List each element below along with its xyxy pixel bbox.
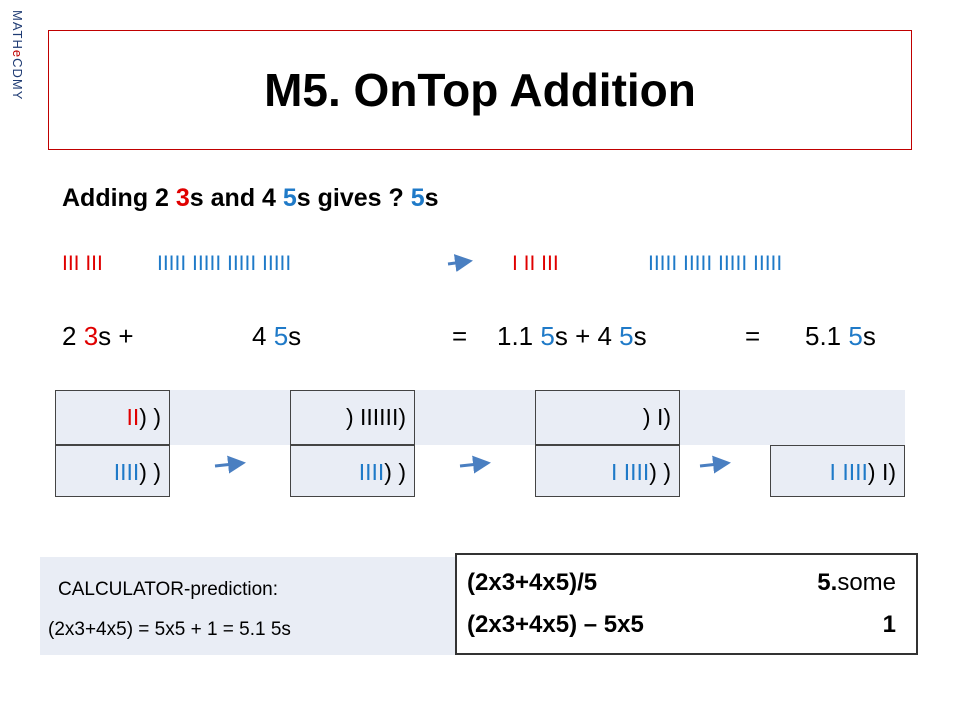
text-segment: I II III (512, 252, 559, 275)
text-segment: II (126, 404, 140, 430)
text-segment: I IIII (829, 459, 868, 485)
text-segment: s (633, 321, 647, 351)
equation-part: = (452, 321, 467, 352)
result-expr: (2x3+4x5)/5 (467, 569, 598, 596)
box-cell: I IIII) ) (535, 445, 680, 497)
arrow (459, 455, 491, 474)
tally: IIIII IIIII IIIII IIIII (648, 252, 782, 276)
text-segment: = (452, 321, 468, 351)
text-segment: s + 4 (554, 321, 620, 351)
box-cell: IIII) ) (290, 445, 415, 497)
result-value: 1 (883, 611, 896, 639)
box-cell: IIII) ) (55, 445, 170, 497)
equation-part: 5.1 5s (805, 321, 876, 352)
title: M5. OnTop Addition (48, 30, 912, 150)
calculator-line: (2x3+4x5) = 5x5 + 1 = 5.1 5s (48, 619, 291, 640)
text-segment: 4 (252, 321, 274, 351)
text-segment: MATH (10, 10, 25, 50)
text-segment: 5.1 (805, 321, 849, 351)
text-segment: ) ) (139, 404, 161, 430)
tally: IIIII IIIII IIIII IIIII (157, 252, 291, 276)
equation-part: 1.1 5s + 4 5s (497, 321, 647, 352)
text-segment: Adding 2 (62, 184, 176, 212)
text-segment: ) I) (867, 459, 896, 485)
brand: MATHeCDMY (10, 10, 25, 100)
tally: I II III (512, 252, 559, 276)
text-segment: IIIII IIIII IIIII IIIII (648, 252, 783, 275)
result-value: 5.some (817, 569, 896, 597)
text-segment: ) IIIIII) (345, 404, 406, 430)
text-segment: s gives ? (296, 184, 411, 212)
result-expr: (2x3+4x5) – 5x5 (467, 611, 644, 638)
text-segment: III III (62, 252, 103, 275)
text-segment: IIII (358, 459, 385, 485)
equation-part: 4 5s (252, 321, 301, 352)
arrow (214, 455, 246, 474)
text-segment: ) ) (139, 459, 161, 485)
text-segment: ) ) (384, 459, 406, 485)
calculator-label: CALCULATOR-prediction: (58, 579, 278, 600)
arrow (699, 455, 731, 474)
box-cell: ) IIIIII) (290, 390, 415, 445)
result-box: (2x3+4x5)/5 5.some (2x3+4x5) – 5x5 1 (455, 553, 918, 655)
box-cell: I IIII) I) (770, 445, 905, 497)
text-segment: IIIII IIIII IIIII IIIII (157, 252, 292, 275)
text-segment: ) I) (642, 404, 671, 430)
text-segment: 5 (282, 184, 297, 212)
result-row: (2x3+4x5) – 5x5 1 (467, 611, 896, 639)
text-segment: ) ) (649, 459, 671, 485)
text-segment: 5 (410, 184, 425, 212)
text-segment: 3 (175, 184, 190, 212)
tally: III III (62, 252, 103, 276)
arrow (447, 254, 473, 272)
text-segment: 5 (619, 321, 634, 351)
text-segment: s (288, 321, 302, 351)
text-segment: I IIII (610, 459, 650, 485)
box-cell: II) ) (55, 390, 170, 445)
text-segment: 5 (273, 321, 289, 351)
text-segment: s and 4 (189, 184, 283, 212)
text-segment: 2 (62, 321, 84, 351)
question: Adding 2 3s and 4 5s gives ? 5s (62, 184, 439, 213)
text-segment: 1.1 (497, 321, 541, 351)
result-row: (2x3+4x5)/5 5.some (467, 569, 896, 597)
text-segment: = (745, 321, 761, 351)
text-segment: 3 (83, 321, 99, 351)
text-segment: s (862, 321, 876, 351)
text-segment: CDMY (10, 58, 25, 101)
text-segment: 5. (817, 569, 838, 596)
box-cell: ) I) (535, 390, 680, 445)
text-segment: 5 (540, 321, 555, 351)
text-segment: 5 (848, 321, 863, 351)
title-text: M5. OnTop Addition (264, 64, 696, 116)
text-segment: 1 (882, 611, 896, 638)
text-segment: s + (98, 321, 134, 351)
equation-part: = (745, 321, 760, 352)
text-segment: some (837, 569, 896, 596)
calculator-box: CALCULATOR-prediction: (2x3+4x5) = 5x5 +… (40, 557, 455, 655)
equation-part: 2 3s + (62, 321, 134, 352)
text-segment: s (424, 184, 439, 212)
text-segment: e (10, 49, 25, 59)
text-segment: IIII (113, 459, 140, 485)
